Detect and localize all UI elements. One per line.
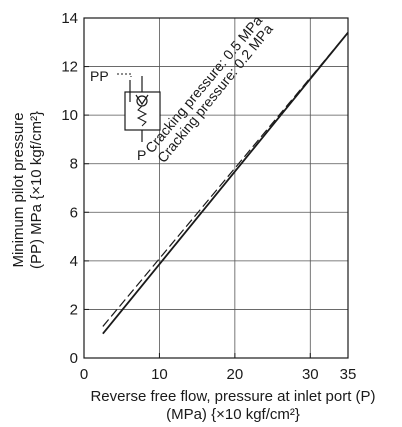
y-axis-title-line2: (PP) MPa {×10 kgf/cm²} <box>28 111 45 269</box>
y-tick-label: 4 <box>70 253 78 270</box>
y-tick-label: 2 <box>70 301 78 318</box>
symbol-p-label: P <box>137 147 146 163</box>
y-tick-label: 8 <box>70 156 78 173</box>
y-tick-label: 10 <box>61 107 78 124</box>
x-tick-label: 20 <box>227 366 244 383</box>
symbol-pp-label: PP <box>90 68 109 84</box>
x-tick-label: 35 <box>340 366 357 383</box>
y-axis-title-line1: Minimum pilot pressure <box>10 112 27 267</box>
axes: 0 10 20 30 35 0 2 4 6 8 10 12 14 <box>61 10 356 383</box>
series-line-solid <box>102 32 349 335</box>
x-axis-title-line1: Reverse free flow, pressure at inlet por… <box>90 388 375 405</box>
y-tick-label: 14 <box>61 10 78 27</box>
check-valve-symbol-icon <box>117 73 161 142</box>
y-tick-label: 12 <box>61 59 78 76</box>
x-tick-label: 0 <box>80 366 88 383</box>
series-label: Cracking pressure: 0.5 MPa <box>142 12 266 156</box>
x-axis-title-line2: (MPa) {×10 kgf/cm²} <box>166 406 300 423</box>
x-tick-label: 30 <box>302 366 319 383</box>
x-tick-label: 10 <box>151 366 168 383</box>
y-tick-label: 6 <box>70 204 78 221</box>
y-tick-label: 0 <box>70 350 78 367</box>
grid <box>84 18 348 358</box>
plot-frame <box>83 17 349 359</box>
